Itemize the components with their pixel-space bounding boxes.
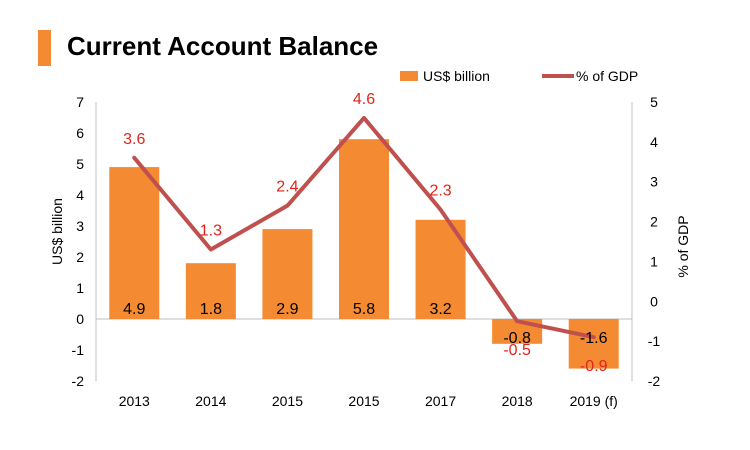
- bar: [339, 139, 389, 319]
- y2-axis-title: % of GDP: [675, 215, 691, 277]
- line-value-label: 2.4: [276, 179, 298, 196]
- y-tick-label: 0: [76, 311, 84, 327]
- x-tick-label: 2018: [502, 393, 533, 409]
- y2-tick-label: -1: [648, 333, 661, 349]
- x-tick-label: 2015: [272, 393, 303, 409]
- bar: [262, 229, 313, 319]
- line-value-label: 3.6: [123, 131, 145, 148]
- bar: [185, 263, 236, 319]
- x-tick-label: 2014: [195, 393, 226, 409]
- y-tick-label: 6: [76, 125, 84, 141]
- y2-tick-label: 2: [650, 214, 658, 230]
- bar-value-label: 2.9: [276, 301, 298, 318]
- x-tick-label: 2015: [348, 393, 379, 409]
- bars: [109, 139, 619, 369]
- y2-tick-label: 0: [650, 293, 658, 309]
- chart-title: Current Account Balance: [67, 31, 379, 61]
- line-value-label: 2.3: [429, 183, 451, 200]
- data-labels: 4.9 1.8 2.9 5.8 3.2 -0.8 -1.6 3.6 1.3 2.4 4.6 2.3 -0…: [123, 91, 607, 375]
- y-tick-label: 1: [76, 280, 84, 296]
- y-axis-title: US$ billion: [49, 198, 65, 265]
- y2-tick-label: 1: [650, 253, 658, 269]
- gdp-line: [132, 115, 596, 340]
- y2-tick-label: -2: [648, 373, 661, 389]
- y-tick-label: 4: [76, 187, 84, 203]
- legend: US$ billion % of GDP: [400, 68, 638, 84]
- line-value-label: 4.6: [353, 91, 375, 108]
- bar: [109, 167, 160, 319]
- y-tick-label: -2: [72, 373, 85, 389]
- legend-bar-label: US$ billion: [423, 68, 490, 84]
- bar-value-label: 3.2: [429, 301, 451, 318]
- line-value-label: -0.9: [580, 358, 608, 375]
- legend-bar-swatch: [400, 71, 418, 81]
- y-tick-label: 7: [76, 94, 84, 110]
- y-tick-label: 5: [76, 156, 84, 172]
- y2-tick-label: 3: [650, 174, 658, 190]
- y2-tick-label: 5: [650, 94, 658, 110]
- x-tick-label: 2019 (f): [570, 393, 618, 409]
- bar-value-label: 5.8: [353, 301, 375, 318]
- x-tick-label: 2013: [119, 393, 150, 409]
- y-tick-label: 3: [76, 218, 84, 234]
- x-tick-label: 2017: [425, 393, 456, 409]
- bar-value-label: 4.9: [123, 301, 145, 318]
- bar-value-label: -0.8: [503, 330, 531, 347]
- legend-line-label: % of GDP: [576, 68, 638, 84]
- y-tick-label: 2: [76, 249, 84, 265]
- line-value-label: -0.5: [503, 342, 531, 359]
- y2-tick-label: 4: [650, 134, 658, 150]
- bar-value-label: -1.6: [580, 330, 608, 347]
- y-tick-label: -1: [72, 342, 85, 358]
- tick-labels: -2 -1 0 1 2 3 4 5 6 7 -2 -1 0 1 2 3 4 5 2013 2014 2015 2015 20…: [72, 94, 661, 409]
- bar: [568, 319, 619, 369]
- line-value-label: 1.3: [200, 222, 222, 239]
- bar-value-label: 1.8: [200, 301, 222, 318]
- title-accent-bar: [38, 30, 51, 66]
